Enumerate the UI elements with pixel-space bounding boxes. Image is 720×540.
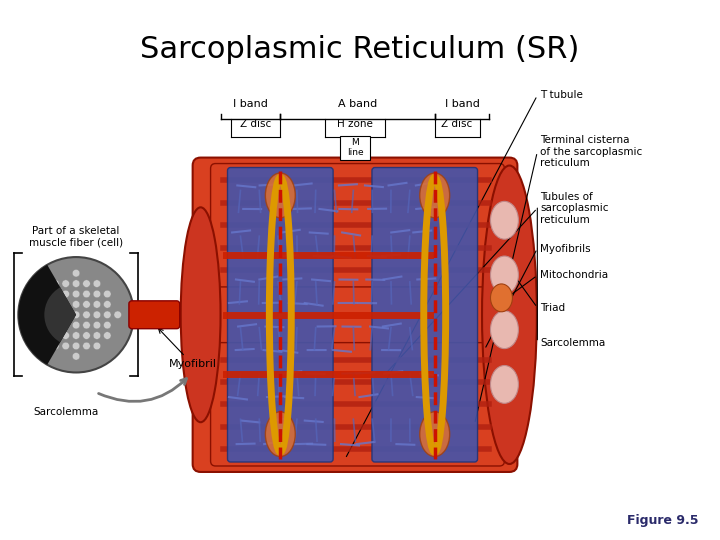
Text: Sarcolemma: Sarcolemma [34, 407, 99, 417]
Circle shape [41, 301, 49, 308]
Circle shape [83, 342, 90, 350]
Ellipse shape [181, 207, 220, 422]
Circle shape [41, 311, 49, 319]
Ellipse shape [490, 311, 518, 349]
Circle shape [104, 301, 111, 308]
Wedge shape [18, 265, 76, 365]
Circle shape [52, 321, 59, 329]
Circle shape [62, 332, 69, 339]
FancyBboxPatch shape [228, 167, 333, 462]
Circle shape [62, 321, 69, 329]
Text: H zone: H zone [337, 119, 373, 129]
Circle shape [41, 290, 49, 298]
Circle shape [104, 290, 111, 298]
Circle shape [72, 353, 80, 360]
Ellipse shape [420, 173, 450, 218]
Circle shape [83, 311, 90, 319]
Circle shape [93, 332, 101, 339]
Circle shape [52, 290, 59, 298]
Circle shape [93, 342, 101, 350]
FancyBboxPatch shape [129, 301, 180, 329]
Text: Triad: Triad [540, 302, 565, 313]
Circle shape [41, 332, 49, 339]
Text: Z disc: Z disc [240, 119, 271, 129]
Text: Tubules of
sarcoplasmic
reticulum: Tubules of sarcoplasmic reticulum [540, 192, 609, 225]
Circle shape [52, 301, 59, 308]
Text: Myofibril: Myofibril [158, 329, 217, 369]
Circle shape [93, 280, 101, 287]
Text: Part of a skeletal
muscle fiber (cell): Part of a skeletal muscle fiber (cell) [29, 226, 123, 247]
Ellipse shape [420, 412, 450, 456]
Circle shape [18, 257, 134, 373]
FancyBboxPatch shape [210, 342, 505, 466]
Circle shape [83, 290, 90, 298]
Ellipse shape [490, 201, 518, 239]
Text: Sarcoplasmic Reticulum (SR): Sarcoplasmic Reticulum (SR) [140, 35, 580, 64]
Circle shape [83, 280, 90, 287]
Circle shape [31, 311, 38, 319]
Circle shape [52, 342, 59, 350]
Text: I band: I band [445, 99, 480, 109]
FancyBboxPatch shape [210, 164, 505, 287]
Circle shape [72, 269, 80, 277]
FancyBboxPatch shape [340, 136, 370, 160]
Circle shape [72, 332, 80, 339]
Ellipse shape [266, 173, 295, 218]
Circle shape [83, 321, 90, 329]
Text: M
line: M line [347, 138, 364, 157]
Circle shape [72, 321, 80, 329]
Circle shape [104, 321, 111, 329]
FancyBboxPatch shape [193, 158, 518, 472]
Circle shape [41, 321, 49, 329]
Ellipse shape [490, 256, 518, 294]
Circle shape [83, 332, 90, 339]
Text: Figure 9.5: Figure 9.5 [627, 514, 698, 526]
Circle shape [93, 311, 101, 319]
Text: I band: I band [233, 99, 268, 109]
Ellipse shape [490, 284, 513, 312]
Circle shape [52, 332, 59, 339]
Ellipse shape [482, 166, 537, 464]
Circle shape [52, 311, 59, 319]
Text: Sarcolemma: Sarcolemma [540, 338, 606, 348]
Text: Z disc: Z disc [441, 119, 473, 129]
Circle shape [62, 280, 69, 287]
FancyBboxPatch shape [372, 167, 477, 462]
Circle shape [72, 342, 80, 350]
Text: Terminal cisterna
of the sarcoplasmic
reticulum: Terminal cisterna of the sarcoplasmic re… [540, 135, 642, 168]
Circle shape [62, 311, 69, 319]
Text: T tubule: T tubule [540, 90, 583, 100]
Circle shape [72, 290, 80, 298]
Circle shape [72, 311, 80, 319]
Circle shape [52, 280, 59, 287]
Wedge shape [45, 287, 76, 342]
Circle shape [72, 280, 80, 287]
Circle shape [93, 321, 101, 329]
Circle shape [104, 332, 111, 339]
Circle shape [83, 301, 90, 308]
Text: A band: A band [338, 99, 377, 109]
Circle shape [62, 301, 69, 308]
Circle shape [114, 311, 122, 319]
Circle shape [104, 311, 111, 319]
Circle shape [62, 342, 69, 350]
Circle shape [93, 301, 101, 308]
Circle shape [72, 301, 80, 308]
Circle shape [93, 290, 101, 298]
Ellipse shape [266, 412, 295, 456]
Text: Mitochondria: Mitochondria [540, 271, 608, 280]
Circle shape [62, 290, 69, 298]
Text: Myofibrils: Myofibrils [540, 244, 591, 253]
Ellipse shape [490, 366, 518, 403]
